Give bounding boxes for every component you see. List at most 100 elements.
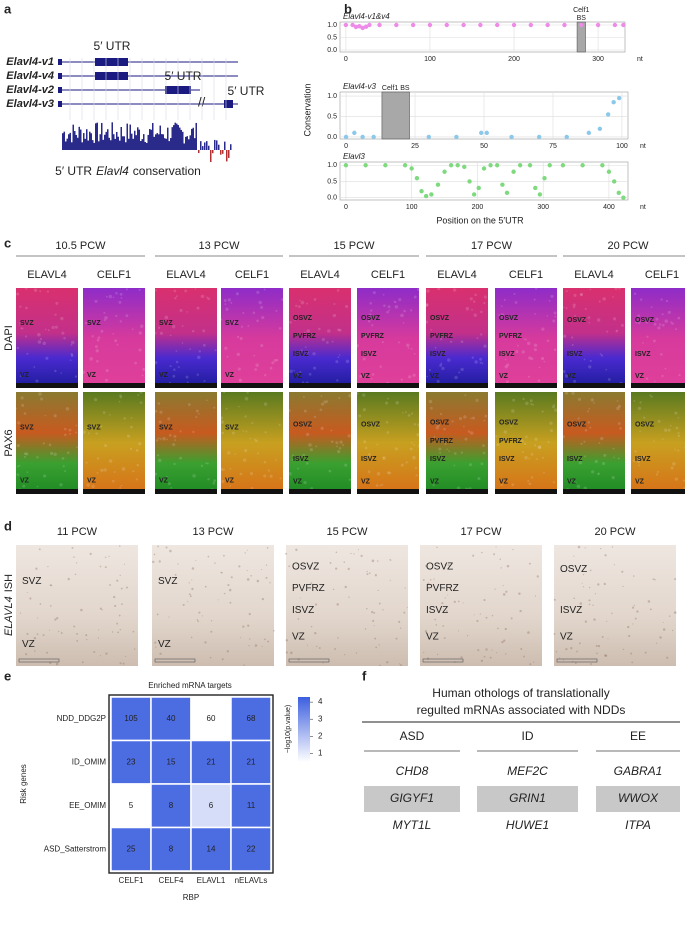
isoform-label: Elavl4-v2	[6, 84, 54, 96]
ish-texture	[630, 652, 633, 655]
micrograph-texture	[425, 320, 429, 324]
micrograph-texture	[331, 340, 334, 343]
micrograph-texture	[219, 318, 223, 321]
ish-texture	[242, 625, 245, 628]
cell-count: 25	[127, 844, 136, 853]
micrograph-edge	[563, 383, 625, 388]
cell-count: 68	[247, 714, 256, 723]
micrograph-texture	[417, 444, 420, 447]
data-point	[600, 163, 605, 168]
ish-texture	[581, 582, 583, 584]
micrograph-texture	[304, 346, 307, 348]
micrograph-texture	[42, 341, 46, 346]
micrograph-texture	[221, 479, 225, 484]
micrograph-texture	[111, 479, 115, 483]
micrograph-texture	[355, 344, 359, 348]
conservation-track	[153, 136, 155, 150]
micrograph-texture	[121, 467, 126, 471]
micrograph-texture	[173, 289, 177, 293]
micrograph-texture	[155, 439, 159, 442]
data-point	[367, 22, 372, 28]
micrograph-texture	[409, 447, 413, 451]
ish-texture	[293, 635, 295, 637]
micrograph-texture	[525, 435, 528, 439]
micrograph-texture	[587, 316, 591, 320]
micrograph-texture	[583, 358, 586, 361]
micrograph-texture	[242, 312, 245, 315]
conservation-track	[71, 142, 73, 150]
y-tick-label: 0.5	[327, 178, 337, 185]
micrograph-texture	[275, 309, 278, 312]
micrograph-texture	[639, 374, 642, 377]
micrograph-texture	[236, 352, 241, 357]
micrograph-texture	[412, 373, 416, 377]
ish-texture	[227, 583, 230, 587]
micrograph-texture	[269, 366, 273, 370]
micrograph-texture	[206, 296, 209, 299]
micrograph-texture	[260, 305, 264, 310]
ish-texture	[398, 663, 401, 665]
ish-texture	[386, 661, 389, 664]
ish-texture	[25, 653, 28, 656]
micrograph-texture	[386, 431, 390, 434]
micrograph-texture	[364, 334, 368, 338]
micrograph-texture	[232, 431, 235, 435]
micrograph-texture	[244, 448, 248, 453]
conservation-track	[189, 135, 191, 150]
ish-texture	[426, 657, 430, 660]
micrograph-texture	[428, 399, 433, 404]
micrograph-texture	[649, 394, 652, 397]
ish-texture	[105, 652, 108, 655]
micrograph-texture	[135, 478, 138, 481]
conservation-track	[90, 133, 92, 150]
micrograph-texture	[195, 416, 198, 419]
ish-texture	[512, 548, 514, 551]
ish-texture	[565, 648, 568, 651]
micrograph-texture	[70, 343, 73, 346]
ish-texture	[366, 570, 368, 573]
micrograph-texture	[417, 423, 421, 427]
micrograph-texture	[168, 423, 171, 426]
micrograph-texture	[120, 484, 123, 487]
ish-image	[152, 545, 274, 666]
micrograph	[631, 392, 685, 494]
micrograph-texture	[63, 336, 66, 340]
micrograph-texture	[645, 377, 649, 380]
micrograph-texture	[177, 366, 180, 369]
ish-texture	[348, 596, 350, 598]
zone-label: OSVZ	[430, 315, 450, 322]
micrograph-texture	[159, 331, 163, 335]
micrograph-texture	[506, 380, 509, 384]
micrograph-texture	[113, 471, 116, 473]
micrograph-texture	[451, 420, 454, 423]
micrograph-texture	[453, 464, 456, 467]
conservation-track	[176, 123, 178, 150]
micrograph-texture	[119, 487, 122, 489]
micrograph-texture	[469, 431, 474, 435]
ish-texture	[597, 583, 600, 586]
conservation-track	[164, 138, 166, 150]
micrograph-texture	[474, 293, 477, 297]
data-point	[426, 134, 432, 140]
cell-count: 21	[247, 757, 256, 766]
ish-texture	[36, 633, 39, 636]
ish-texture	[491, 614, 494, 617]
micrograph-texture	[571, 343, 574, 346]
micrograph	[221, 288, 283, 388]
micrograph-texture	[465, 306, 470, 311]
micrograph-texture	[65, 407, 70, 411]
column-header: ASD	[400, 729, 425, 743]
ish-texture	[108, 555, 110, 558]
data-point	[564, 134, 569, 140]
micrograph-texture	[413, 423, 417, 426]
micrograph-texture	[358, 414, 362, 418]
ish-texture	[588, 603, 591, 606]
micrograph-texture	[577, 417, 580, 420]
micrograph-texture	[255, 439, 258, 443]
conservation-track	[128, 138, 130, 150]
micrograph-texture	[480, 310, 483, 314]
micrograph-texture	[369, 301, 373, 305]
micrograph-texture	[382, 456, 386, 460]
ish-texture	[375, 646, 378, 649]
micrograph-texture	[318, 327, 321, 331]
